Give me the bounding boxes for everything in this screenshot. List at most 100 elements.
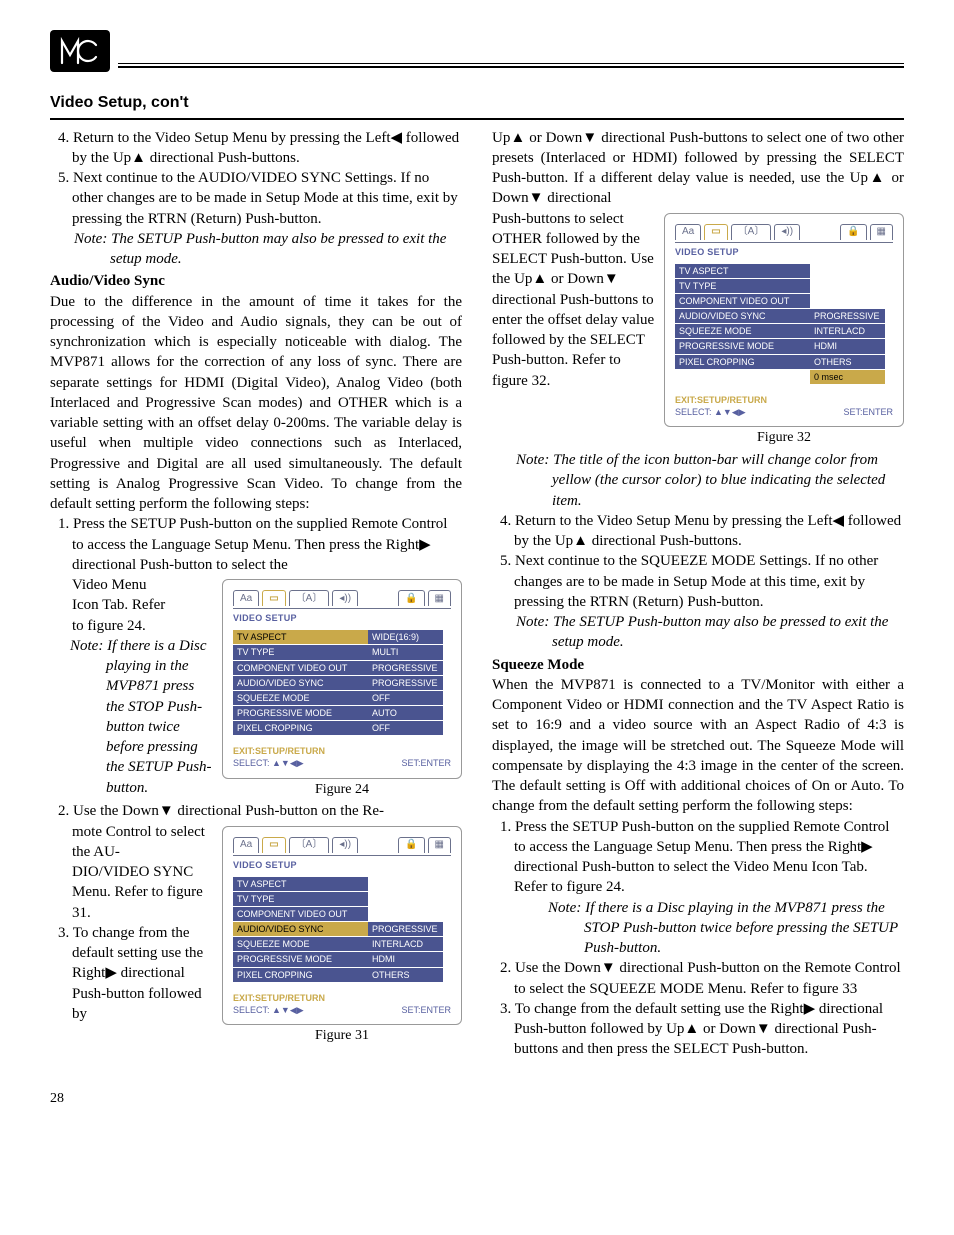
av-step-2-line1: 2. Use the Down▼ directional Push-button… [50,801,462,821]
sq-step-1-note: Note: If there is a Disc playing in the … [492,898,904,959]
header-rule [118,66,904,68]
tab-speaker-icon: ◂)) [774,224,800,240]
osd-row-value: OFF [368,691,443,705]
osd-row-value: PROGRESSIVE [368,676,443,690]
step-5: 5. Next continue to the AUDIO/VIDEO SYNC… [50,168,462,229]
osd-exit-32: EXIT:SETUP/RETURN [675,395,767,405]
rc-p1-wrapblock: Aa ▭ 〔A〕 ◂)) 🔒 ▦ VIDEO SETUP TV ASPECTTV… [492,209,904,450]
osd-row-label: AUDIO/VIDEO SYNC [233,676,368,690]
osd-set: SET:ENTER [401,758,451,768]
sq-step-2: 2. Use the Down▼ directional Push-button… [492,958,904,999]
osd-fig24: Aa ▭ 〔A〕 ◂)) 🔒 ▦ VIDEO SETUP TV ASPECTWI… [222,579,462,778]
osd-row-value: OFF [368,721,443,735]
osd-row-value [810,264,885,278]
osd-row-label: TV TYPE [233,645,368,659]
osd-row-value: HDMI [810,339,885,353]
tab-bracket-a-icon: 〔A〕 [731,224,772,240]
tab-bracket-a-icon: 〔A〕 [289,590,330,606]
sq-step-3: 3. To change from the default setting us… [492,999,904,1060]
tab-lock-icon: 🔒 [398,837,424,853]
rc-step-5: 5. Next continue to the SQUEEZE MODE Set… [492,551,904,612]
osd-row-value: HDMI [368,952,443,966]
osd-row-value: MULTI [368,645,443,659]
osd-tabs-31: Aa ▭ 〔A〕 ◂)) 🔒 ▦ [233,837,451,856]
osd-row-label: TV TYPE [675,279,810,293]
osd-menu-row: SQUEEZE MODEOFF [233,691,451,705]
body-columns: 4. Return to the Video Setup Menu by pre… [50,128,904,1060]
av-step-1-wrapblock: Aa ▭ 〔A〕 ◂)) 🔒 ▦ VIDEO SETUP TV ASPECTWI… [50,575,462,801]
osd-menu-row: SQUEEZE MODEINTERLACD [233,937,451,951]
figure-31: Aa ▭ 〔A〕 ◂)) 🔒 ▦ VIDEO SETUP TV ASPECTTV… [222,826,462,1046]
tab-video-icon: ▭ [262,837,285,853]
tab-lock-icon: 🔒 [840,224,866,240]
rc-step-4: 4. Return to the Video Setup Menu by pre… [492,511,904,552]
av-step-1-line1: 1. Press the SETUP Push-button on the su… [50,514,462,575]
osd-menu-row: COMPONENT VIDEO OUT [675,294,893,308]
osd-rows-32: TV ASPECTTV TYPECOMPONENT VIDEO OUTAUDIO… [675,264,893,384]
osd-menu-row: AUDIO/VIDEO SYNCPROGRESSIVE [675,309,893,323]
osd-row-value: WIDE(16:9) [368,630,443,644]
osd-row-label: SQUEEZE MODE [675,324,810,338]
tab-grid-icon: ▦ [428,590,451,606]
osd-set-32: SET:ENTER [843,407,893,417]
osd-row-label: SQUEEZE MODE [233,691,368,705]
tab-video-icon: ▭ [262,590,285,606]
osd-menu-row: COMPONENT VIDEO OUT [233,907,451,921]
osd-tabs: Aa ▭ 〔A〕 ◂)) 🔒 ▦ [233,590,451,609]
osd-row-label: SQUEEZE MODE [233,937,368,951]
osd-set-31: SET:ENTER [401,1005,451,1015]
osd-row-label: AUDIO/VIDEO SYNC [675,309,810,323]
osd-select-32: SELECT: ▲▼◀▶ [675,407,746,417]
figure-24: Aa ▭ 〔A〕 ◂)) 🔒 ▦ VIDEO SETUP TV ASPECTWI… [222,579,462,799]
page-number: 28 [50,1090,904,1109]
osd-menu-row: PIXEL CROPPINGOFF [233,721,451,735]
osd-title-31: VIDEO SETUP [233,859,451,871]
tab-bracket-a-icon: 〔A〕 [289,837,330,853]
squeeze-heading: Squeeze Mode [492,655,904,675]
step-5-note: Note: The SETUP Push-button may also be … [50,229,462,270]
osd-menu-row: TV ASPECT [675,264,893,278]
osd-row-value [810,279,885,293]
osd-row-label: AUDIO/VIDEO SYNC [233,922,368,936]
title-rule [50,118,904,120]
av-step-2-wrapblock: Aa ▭ 〔A〕 ◂)) 🔒 ▦ VIDEO SETUP TV ASPECTTV… [50,822,462,1048]
tab-speaker-icon: ◂)) [332,590,358,606]
fig32-caption: Figure 32 [664,429,904,448]
osd-row-label: PROGRESSIVE MODE [675,339,810,353]
osd-row-value: OTHERS [810,355,885,369]
rc-step-5-note: Note: The SETUP Push-button may also be … [492,612,904,653]
osd-row-label: PROGRESSIVE MODE [233,952,368,966]
step-4: 4. Return to the Video Setup Menu by pre… [50,128,462,169]
osd-row-value [810,294,885,308]
osd-row-label: TV ASPECT [675,264,810,278]
osd-row-value [368,877,443,891]
av-sync-heading: Audio/Video Sync [50,271,462,291]
osd-row-label: PIXEL CROPPING [233,968,368,982]
osd-row-label: TV ASPECT [233,877,368,891]
section-title: Video Setup, con't [50,92,904,114]
osd-select-31: SELECT: ▲▼◀▶ [233,1005,304,1015]
osd-row-label: COMPONENT VIDEO OUT [233,907,368,921]
av-sync-body: Due to the difference in the amount of t… [50,292,462,515]
osd-fig31: Aa ▭ 〔A〕 ◂)) 🔒 ▦ VIDEO SETUP TV ASPECTTV… [222,826,462,1025]
osd-row-value: OTHERS [368,968,443,982]
osd-row-label: COMPONENT VIDEO OUT [233,661,368,675]
osd-menu-row: PROGRESSIVE MODEAUTO [233,706,451,720]
osd-menu-row: PIXEL CROPPINGOTHERS [233,968,451,982]
osd-title: VIDEO SETUP [233,612,451,624]
osd-footer: EXIT:SETUP/RETURN SELECT: ▲▼◀▶ SET:ENTER [233,745,451,769]
fig31-caption: Figure 31 [222,1027,462,1046]
osd-exit-31: EXIT:SETUP/RETURN [233,993,325,1003]
osd-row-label: PIXEL CROPPING [233,721,368,735]
osd-menu-row: AUDIO/VIDEO SYNCPROGRESSIVE [233,676,451,690]
page-header [50,30,904,72]
osd-menu-row: PROGRESSIVE MODEHDMI [675,339,893,353]
osd-row-label [675,370,810,384]
tab-grid-icon: ▦ [870,224,893,240]
osd-row-value: 0 msec [810,370,885,384]
osd-menu-row: TV TYPE [233,892,451,906]
osd-row-value: PROGRESSIVE [368,661,443,675]
tab-video-icon: ▭ [704,224,727,240]
sq-step-1: 1. Press the SETUP Push-button on the su… [492,817,904,898]
osd-row-value [368,892,443,906]
